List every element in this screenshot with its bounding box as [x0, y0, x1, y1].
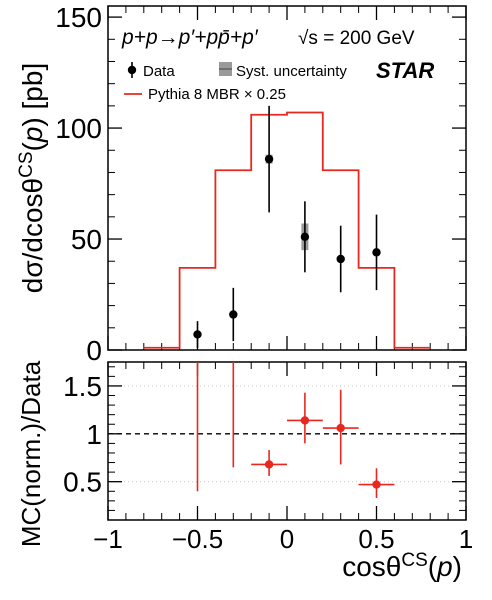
pythia-step-line	[143, 111, 431, 349]
legend-data-marker	[127, 65, 137, 75]
main-y-axis-label: dσ/dcosθCS(p) [pb]	[16, 63, 48, 293]
data-point	[336, 254, 345, 264]
legend-entry-syst: Syst. uncertainty	[219, 62, 347, 80]
legend: Data Syst. uncertainty Pythia 8 MBR × 0.…	[124, 62, 347, 103]
ratio-x-ticks: −1 −0.5 0 0.5 1	[93, 362, 473, 554]
ratio-point	[372, 480, 381, 489]
pythia-step-histogram	[143, 111, 431, 349]
legend-entry-data: Data	[127, 62, 175, 80]
ratio-points	[196, 362, 395, 498]
legend-syst-label: Syst. uncertainty	[236, 63, 347, 80]
main-y-tick-label: 100	[55, 113, 102, 144]
main-y-tick-label: 0	[86, 335, 102, 366]
legend-entry-pythia: Pythia 8 MBR × 0.25	[124, 86, 286, 103]
ratio-x-tick-label: 0	[280, 524, 294, 554]
main-y-ticks: 0 50 100 150	[55, 2, 466, 366]
ratio-point	[264, 460, 274, 469]
ratio-y-axis-label: MC(norm.)/Data	[16, 360, 46, 547]
data-point	[193, 330, 202, 339]
ratio-y-ticks: 0.5 1 1.5	[63, 366, 466, 511]
data-point	[229, 310, 238, 319]
ratio-grid	[108, 385, 466, 483]
data-point	[372, 248, 381, 257]
ratio-x-tick-label: −1	[93, 524, 123, 554]
ratio-point	[300, 416, 310, 425]
data-point	[300, 232, 310, 242]
main-y-tick-label: 50	[71, 224, 102, 255]
syst-uncertainty-boxes	[194, 154, 380, 336]
legend-data-label: Data	[143, 63, 175, 80]
ratio-x-tick-label: −0.5	[172, 524, 223, 554]
ratio-panel: 0.5 1 1.5 −1 −0.5 0 0.5 1 MC(norm.)/Data cosθC…	[16, 360, 473, 582]
ratio-y-tick-label: 1	[86, 419, 102, 450]
ratio-y-tick-label: 0.5	[63, 467, 102, 498]
main-y-tick-label: 150	[55, 2, 102, 33]
ratio-x-tick-label: 1	[459, 524, 473, 554]
ratio-y-tick-label: 1.5	[63, 371, 102, 402]
data-point	[264, 154, 274, 164]
ratio-x-axis-label: cosθCS(p)	[342, 550, 462, 582]
energy-label: √s = 200 GeV	[298, 28, 415, 49]
ratio-point	[336, 423, 345, 433]
reaction-label: p+p→p′+pp̄+p′	[121, 26, 259, 49]
experiment-label: STAR	[376, 58, 434, 83]
data-points	[193, 105, 381, 348]
ratio-x-tick-label: 0.5	[358, 524, 394, 554]
legend-pythia-label: Pythia 8 MBR × 0.25	[148, 86, 286, 103]
main-panel: 0 50 100 150 dσ/dcosθCS(p) [pb] p+p→p′+pp̄+…	[16, 2, 467, 366]
main-x-ticks	[107, 6, 467, 350]
